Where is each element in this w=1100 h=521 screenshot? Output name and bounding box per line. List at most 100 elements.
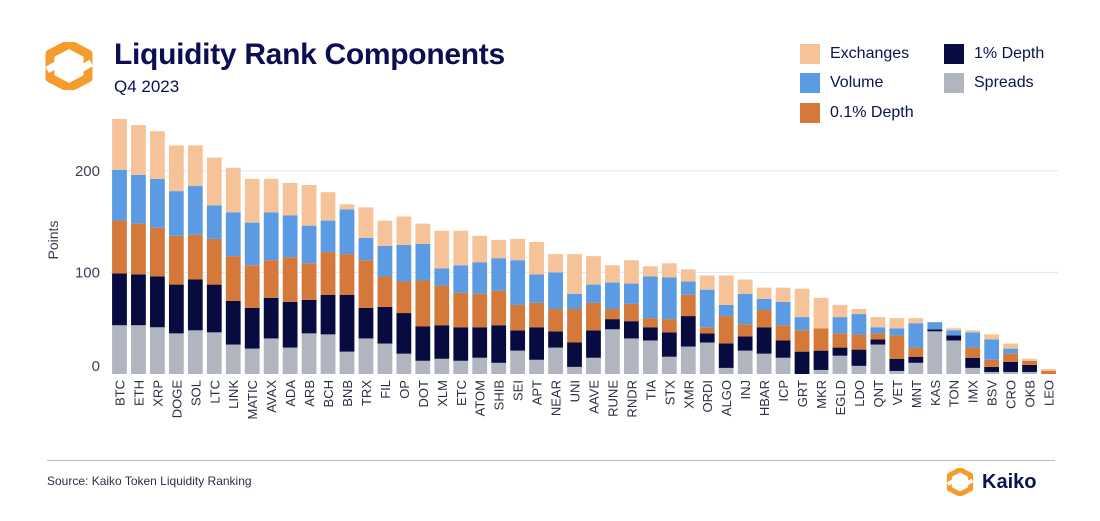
bar-segment-volume [624,283,639,304]
bar-segment-depth1 [358,307,374,339]
bar-segment-depth1 [718,343,734,368]
x-tick-label: OP [397,380,412,399]
bar-segment-spreads [832,355,848,374]
bar-segment-depth01 [984,359,1000,367]
bar-segment-depth01 [756,309,772,328]
x-tick-label: ATOM [473,380,488,416]
x-tick-label: ARB [302,380,317,407]
x-tick-label: RNDR [624,380,639,418]
bar-segment-exchanges [472,235,488,263]
bar-segment-exchanges [567,254,582,294]
x-tick-label: NEAR [549,380,564,416]
bar-segment-volume [642,276,658,319]
legend-item-exchanges: Exchanges [800,44,909,64]
x-tick-label: MNT [909,380,924,408]
bar-segment-exchanges [965,330,981,333]
bar-segment-spreads [396,353,412,374]
legend-item-spreads: Spreads [944,73,1034,93]
y-tick-label: 0 [92,358,100,375]
x-tick-label: IMX [966,380,981,403]
x-tick-label: SHIB [492,380,507,410]
bar-segment-depth01 [491,290,507,326]
bar-segment-exchanges [851,308,867,315]
bar-segment-depth1 [680,316,696,347]
bar-segment-depth01 [586,302,601,331]
bar-segment-exchanges [756,287,772,299]
bar-segment-volume [263,212,279,261]
bar-segment-exchanges [320,192,336,221]
bar-segment-spreads [320,334,336,374]
bar-segment-depth01 [529,302,544,328]
bar-segment-depth1 [548,331,563,348]
bar-segment-volume [320,220,336,253]
bar-segment-exchanges [301,185,317,226]
bar-segment-volume [434,268,450,286]
y-tick-label: 100 [75,264,100,281]
bar-segment-depth01 [301,263,317,300]
bar-segment-volume [680,281,696,295]
x-tick-label: ETH [131,380,146,406]
bar-segment-spreads [889,370,905,374]
bar-segment-spreads [187,330,203,374]
brand-footer: Kaiko [946,467,1036,497]
bar-segment-depth1 [150,276,165,328]
bar-segment-exchanges [377,220,393,246]
bar-segment-exchanges [453,230,469,266]
bar-segment-depth1 [453,327,469,361]
bar-segment-volume [415,243,431,281]
bar-segment-volume [567,293,582,309]
bar-segment-exchanges [737,279,753,294]
bar-segment-spreads [946,340,962,374]
bar-segment-depth01 [794,330,810,352]
bar-segment-volume [187,186,203,235]
bar-segment-depth01 [415,280,431,327]
bar-segment-depth1 [756,327,772,354]
bar-segment-exchanges [718,275,734,305]
bar-segment-depth01 [453,292,469,328]
bar-segment-spreads [927,331,943,374]
bar-segment-depth01 [112,220,127,274]
bar-segment-exchanges [358,207,374,238]
bar-segment-depth1 [396,313,412,354]
legend-swatch-depth1 [944,44,964,64]
bar-segment-spreads [813,369,829,374]
x-tick-label: TON [947,380,962,407]
bar-segment-volume [889,328,905,336]
bar-segment-depth1 [339,294,355,352]
bar-segment-spreads [661,356,677,374]
bar-segment-spreads [510,350,526,374]
bar-segment-spreads [131,325,146,374]
bar-segment-depth01 [699,327,715,334]
kaiko-brand-icon [946,468,974,496]
bar-segment-volume [718,304,734,317]
x-tick-label: RUNE [605,380,620,417]
bar-segment-depth01 [718,316,734,344]
bar-segment-volume [472,262,488,294]
bar-segment-depth1 [586,330,601,358]
bar-segment-depth01 [187,234,203,280]
x-tick-label: XMR [681,380,696,409]
bar-segment-spreads [339,351,355,374]
bar-segment-volume [150,178,165,228]
bar-segment-depth1 [510,330,526,351]
bar-segment-exchanges [491,239,507,259]
bar-segment-volume [339,209,355,255]
bar-segment-volume [984,339,1000,360]
bar-segment-depth1 [206,284,222,333]
bar-segment-spreads [680,346,696,374]
bar-segment-depth01 [605,308,620,320]
bar-segment-exchanges [529,241,544,275]
x-tick-label: INJ [738,380,753,400]
bar-segment-exchanges [586,256,601,285]
bar-segment-depth1 [225,300,241,345]
bar-segment-depth1 [965,357,981,368]
bar-segment-spreads [642,340,658,374]
bar-segment-depth01 [624,303,639,322]
legend-swatch-volume [800,73,820,93]
bar-segment-exchanges [263,178,279,213]
bar-segment-spreads [718,367,734,374]
x-tick-label: BCH [321,380,336,407]
x-tick-label: TIA [643,380,658,401]
bar-segment-depth01 [813,328,829,351]
bar-segment-exchanges [339,204,355,210]
